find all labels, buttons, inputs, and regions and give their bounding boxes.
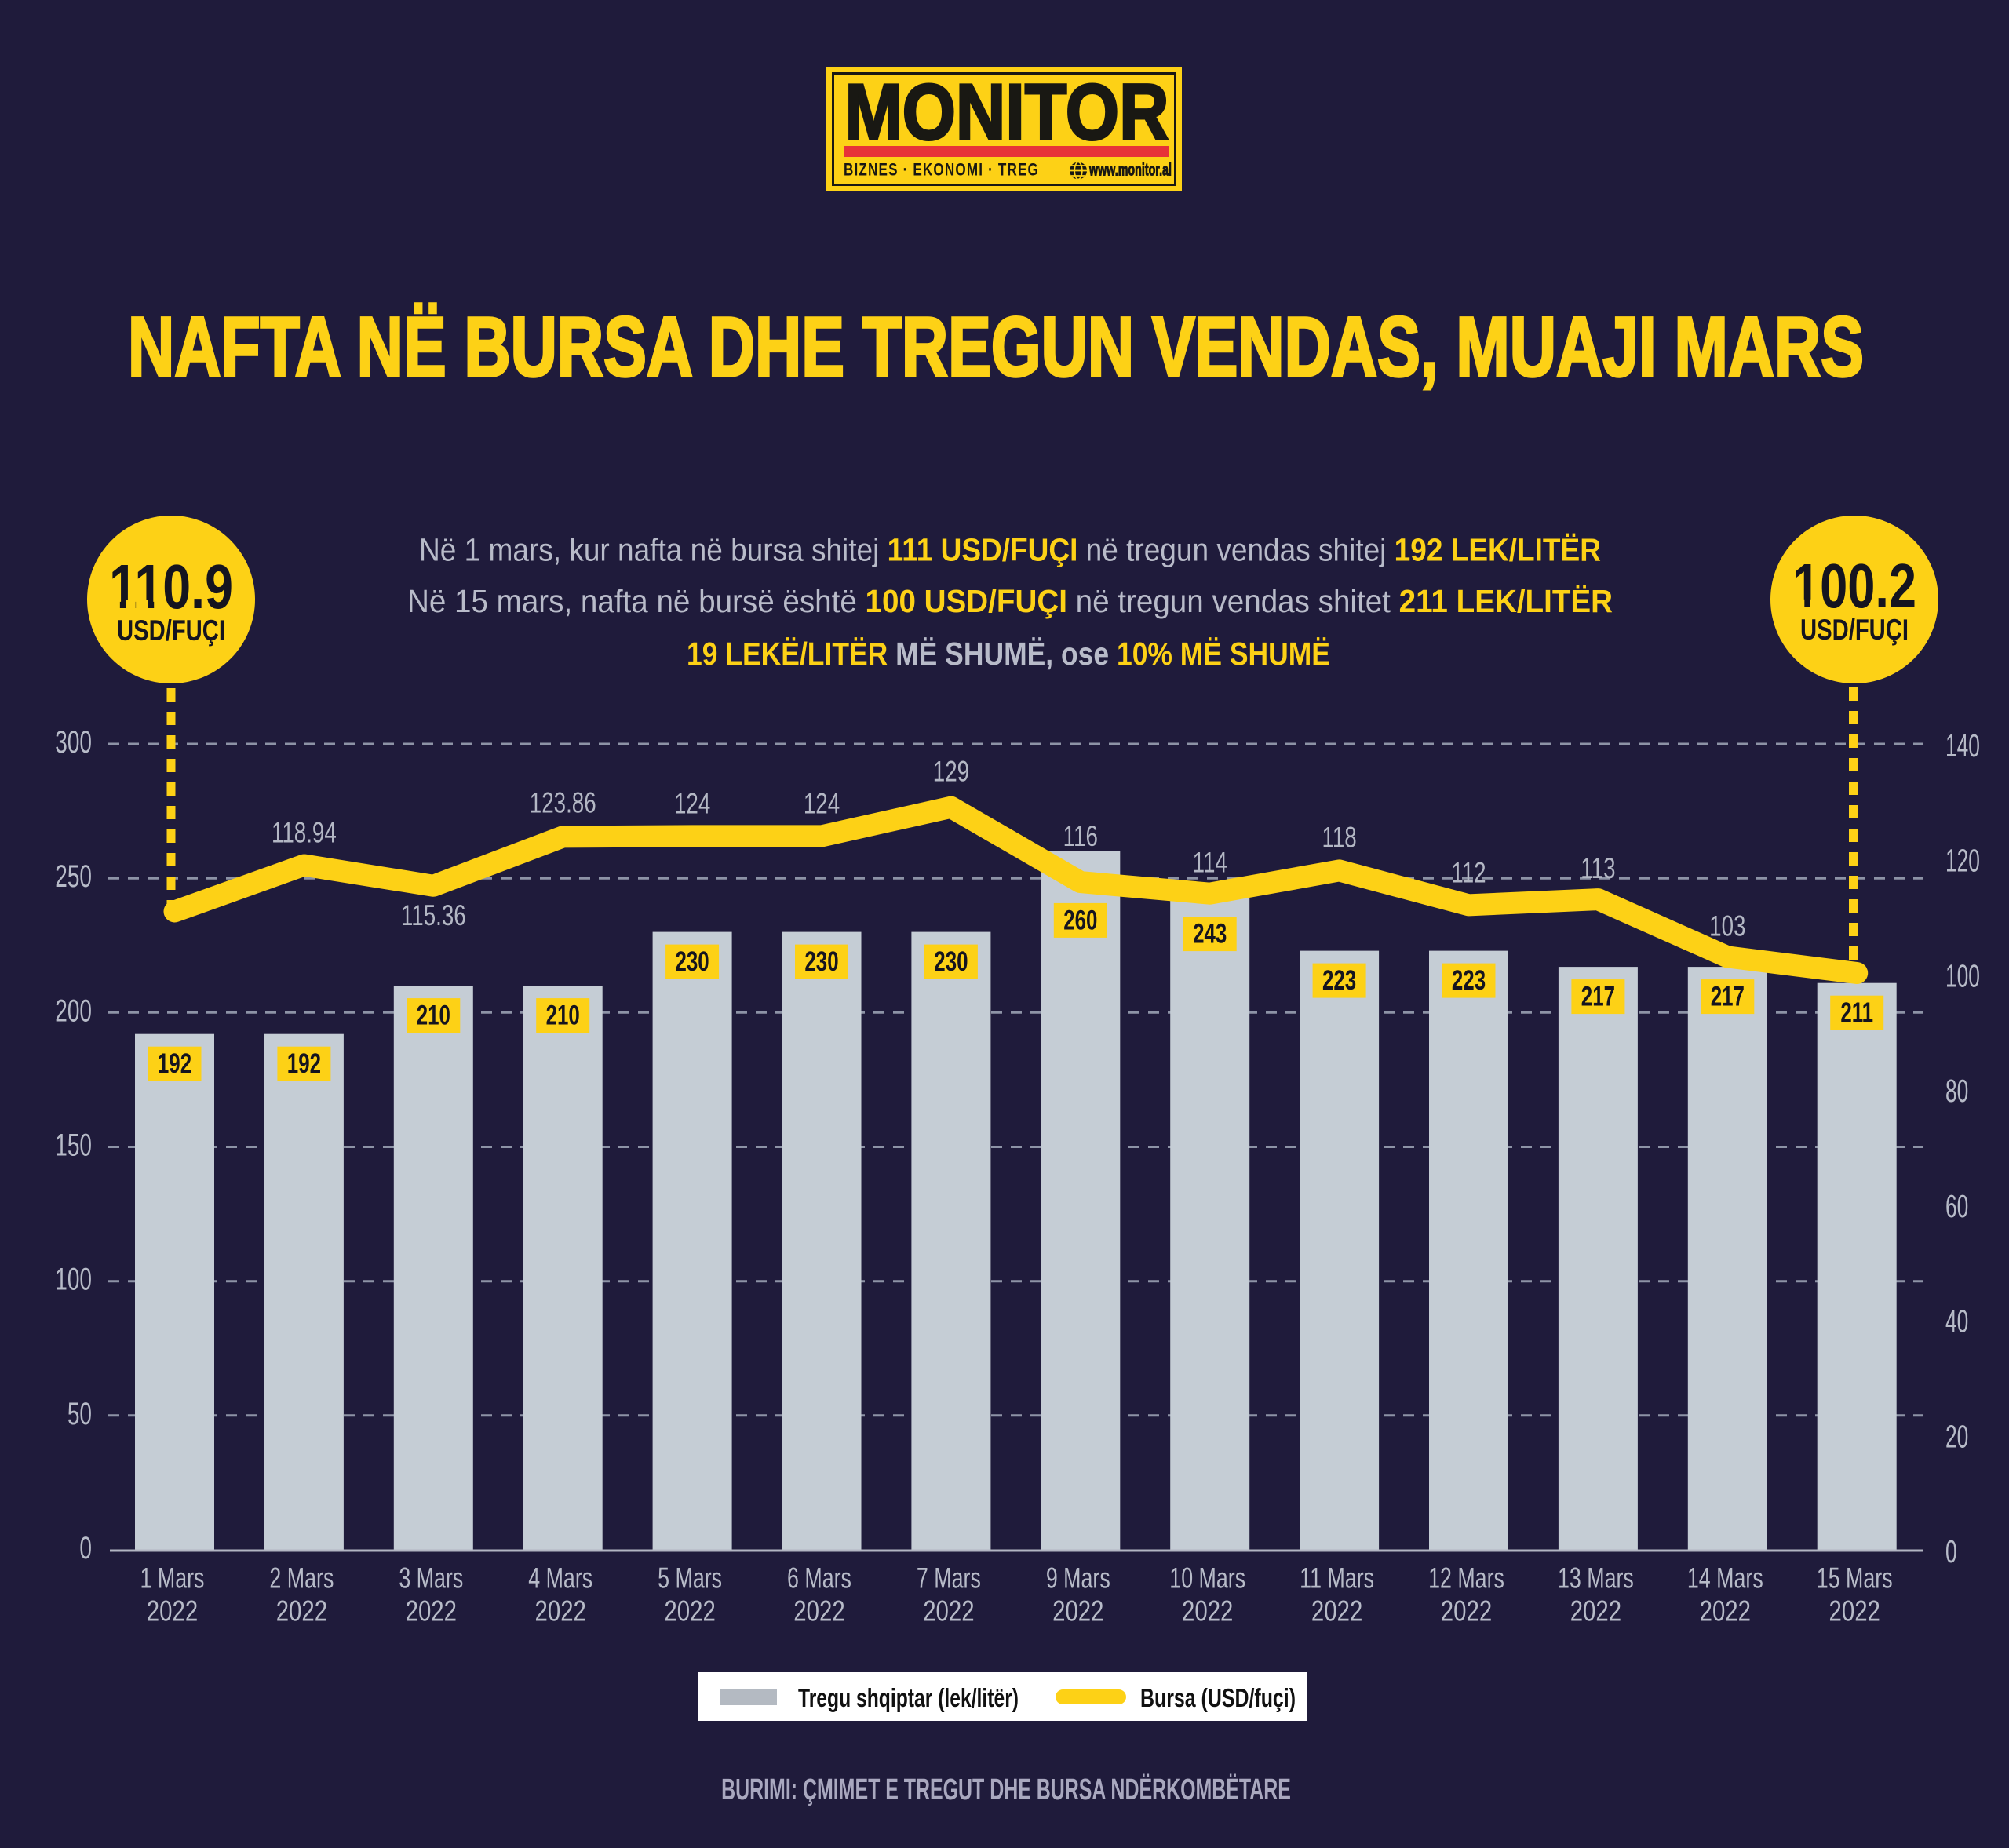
svg-text:2022: 2022 <box>793 1595 844 1627</box>
svg-text:USD/FUÇI: USD/FUÇI <box>117 615 225 647</box>
svg-text:60: 60 <box>1945 1189 1968 1224</box>
svg-text:13 Mars: 13 Mars <box>1558 1562 1634 1594</box>
svg-text:80: 80 <box>1945 1073 1968 1109</box>
svg-text:BURIMI: ÇMIMET E TREGUT DHE BU: BURIMI: ÇMIMET E TREGUT DHE BURSA NDËRKO… <box>721 1773 1291 1806</box>
svg-text:230: 230 <box>934 946 968 977</box>
svg-text:www.monitor.al: www.monitor.al <box>1088 159 1172 179</box>
svg-text:11 Mars: 11 Mars <box>1300 1562 1374 1594</box>
svg-text:10 Mars: 10 Mars <box>1169 1562 1245 1594</box>
svg-text:150: 150 <box>55 1128 92 1163</box>
svg-text:Në 15 mars, nafta në bursë ësh: Në 15 mars, nafta në bursë është 100 USD… <box>407 584 1613 619</box>
svg-text:100: 100 <box>1945 959 1980 994</box>
svg-text:14 Mars: 14 Mars <box>1687 1562 1763 1594</box>
svg-text:123.86: 123.86 <box>530 785 596 818</box>
svg-text:3 Mars: 3 Mars <box>399 1562 463 1594</box>
svg-text:243: 243 <box>1193 918 1227 950</box>
svg-text:1 Mars: 1 Mars <box>140 1562 205 1594</box>
svg-text:2 Mars: 2 Mars <box>269 1562 334 1594</box>
svg-text:116: 116 <box>1063 819 1098 852</box>
svg-text:210: 210 <box>417 1000 450 1031</box>
svg-text:Tregu shqiptar (lek/litër): Tregu shqiptar (lek/litër) <box>798 1685 1019 1713</box>
svg-text:50: 50 <box>67 1397 92 1431</box>
svg-text:200: 200 <box>55 994 92 1029</box>
svg-text:192: 192 <box>158 1048 191 1079</box>
svg-text:12 Mars: 12 Mars <box>1428 1562 1504 1594</box>
svg-text:2022: 2022 <box>276 1595 327 1627</box>
svg-text:0: 0 <box>1945 1534 1957 1569</box>
svg-text:2022: 2022 <box>1829 1595 1880 1627</box>
svg-text:100.2: 100.2 <box>1792 552 1916 621</box>
svg-text:192: 192 <box>287 1048 321 1079</box>
svg-text:113: 113 <box>1581 851 1615 884</box>
svg-text:7 Mars: 7 Mars <box>917 1562 981 1594</box>
svg-text:100: 100 <box>55 1263 92 1297</box>
svg-text:2022: 2022 <box>406 1595 457 1627</box>
svg-text:2022: 2022 <box>1052 1595 1103 1627</box>
svg-text:2022: 2022 <box>1700 1595 1751 1627</box>
svg-text:40: 40 <box>1945 1304 1968 1340</box>
svg-text:211: 211 <box>1840 997 1873 1028</box>
svg-text:112: 112 <box>1451 855 1486 888</box>
svg-text:124: 124 <box>804 786 840 819</box>
svg-text:0: 0 <box>79 1531 92 1566</box>
svg-text:Në 1 mars, kur nafta në bursa: Në 1 mars, kur nafta në bursa shitej 111… <box>419 533 1601 568</box>
svg-text:NAFTA NË BURSA DHE TREGUN VEND: NAFTA NË BURSA DHE TREGUN VENDAS, MUAJI … <box>128 300 1864 394</box>
svg-text:260: 260 <box>1063 905 1097 936</box>
svg-text:217: 217 <box>1581 981 1615 1012</box>
svg-text:2022: 2022 <box>147 1595 198 1627</box>
svg-text:140: 140 <box>1945 728 1980 764</box>
svg-text:210: 210 <box>546 1000 580 1031</box>
svg-text:MONITOR: MONITOR <box>844 68 1169 157</box>
svg-text:2022: 2022 <box>534 1595 585 1627</box>
svg-text:9 Mars: 9 Mars <box>1046 1562 1110 1594</box>
svg-text:118.94: 118.94 <box>272 816 337 849</box>
svg-text:217: 217 <box>1711 981 1745 1012</box>
svg-text:118: 118 <box>1322 820 1356 853</box>
svg-text:115.36: 115.36 <box>401 898 466 931</box>
svg-text:230: 230 <box>676 946 709 977</box>
svg-text:2022: 2022 <box>923 1595 974 1627</box>
svg-text:2022: 2022 <box>664 1595 715 1627</box>
svg-text:5 Mars: 5 Mars <box>658 1562 722 1594</box>
svg-text:300: 300 <box>55 725 92 760</box>
svg-text:129: 129 <box>933 755 969 788</box>
svg-text:6 Mars: 6 Mars <box>787 1562 851 1594</box>
svg-text:2022: 2022 <box>1441 1595 1492 1627</box>
svg-text:4 Mars: 4 Mars <box>528 1562 592 1594</box>
svg-text:19 LEKË/LITËR MË SHUMË, ose 10: 19 LEKË/LITËR MË SHUMË, ose 10% MË SHUMË <box>687 636 1330 672</box>
svg-text:2022: 2022 <box>1182 1595 1233 1627</box>
svg-text:230: 230 <box>804 946 838 977</box>
svg-text:223: 223 <box>1452 964 1486 996</box>
svg-text:2022: 2022 <box>1570 1595 1621 1627</box>
svg-text:Bursa (USD/fuçi): Bursa (USD/fuçi) <box>1140 1685 1296 1713</box>
svg-text:223: 223 <box>1322 964 1356 996</box>
svg-text:20: 20 <box>1945 1420 1968 1455</box>
svg-text:2022: 2022 <box>1311 1595 1362 1627</box>
svg-text:114: 114 <box>1193 846 1227 879</box>
svg-text:103: 103 <box>1709 909 1745 942</box>
svg-text:15 Mars: 15 Mars <box>1817 1562 1893 1594</box>
svg-text:BIZNES · EKONOMI · TREG: BIZNES · EKONOMI · TREG <box>844 161 1039 180</box>
svg-text:250: 250 <box>55 859 92 894</box>
svg-text:USD/FUÇI: USD/FUÇI <box>1800 614 1909 647</box>
svg-text:110.9: 110.9 <box>109 552 233 621</box>
svg-text:120: 120 <box>1945 844 1980 879</box>
svg-text:124: 124 <box>674 786 710 819</box>
